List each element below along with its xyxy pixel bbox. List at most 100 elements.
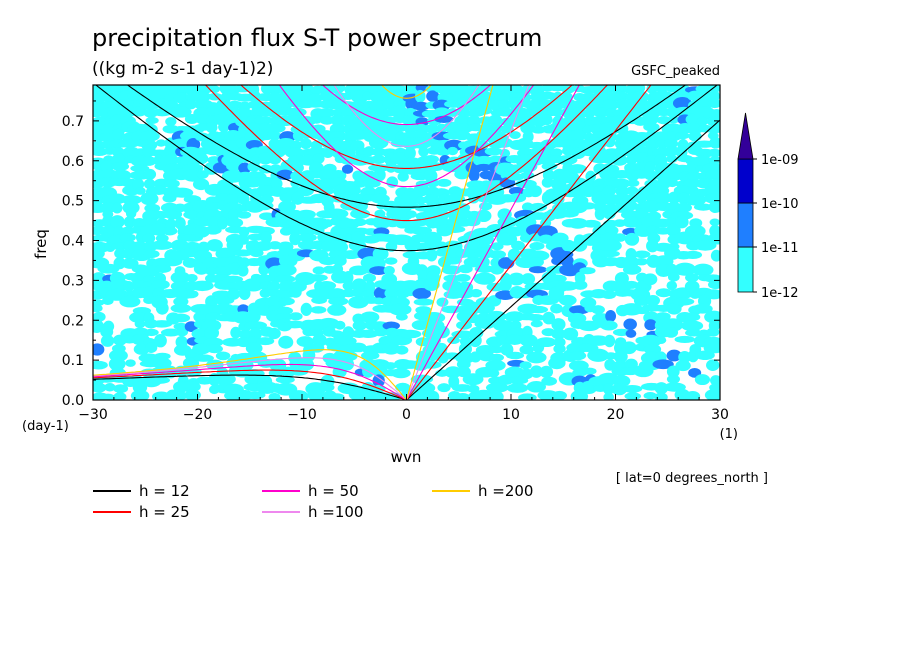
heatmap-cell [505, 351, 525, 360]
heatmap-cell [474, 319, 497, 329]
heatmap-cell [236, 336, 252, 348]
heatmap-cell [442, 280, 463, 292]
heatmap-cell [623, 318, 637, 331]
heatmap-cell [267, 327, 281, 340]
heatmap-cell [528, 305, 549, 314]
heatmap-cell [457, 153, 472, 165]
heatmap-cell [683, 122, 705, 134]
heatmap-cell [361, 351, 380, 360]
dispersion-curve [406, 85, 652, 400]
heatmap-cell [118, 139, 140, 148]
heatmap-cell [447, 146, 459, 156]
heatmap-cell [639, 334, 662, 348]
heatmap-cell [667, 116, 680, 124]
dispersion-curve [406, 85, 580, 400]
heatmap-cell [630, 146, 653, 156]
heatmap-cell [548, 356, 566, 370]
heatmap-cell [633, 250, 651, 259]
heatmap-cell [529, 242, 545, 251]
heatmap-cell [687, 349, 699, 363]
heatmap-cell [110, 215, 125, 229]
y-tick-label: 0.3 [62, 273, 84, 289]
heatmap-cell [383, 265, 395, 276]
dispersion-curve [126, 85, 687, 208]
y-tick-label: 0.2 [62, 313, 84, 329]
heatmap-cell [641, 113, 659, 125]
heatmap-cell [372, 247, 389, 261]
heatmap-cell [278, 297, 295, 306]
colorbar-segment [737, 158, 754, 204]
heatmap-cell [667, 191, 681, 205]
dispersion-curve [93, 357, 407, 400]
heatmap-cell [504, 366, 525, 379]
heatmap-cell [562, 327, 579, 341]
heatmap-cell [521, 273, 536, 285]
heatmap-cell [332, 255, 347, 267]
heatmap-cell [666, 302, 682, 315]
heatmap-cell [350, 208, 371, 219]
heatmap-cell [437, 383, 451, 393]
heatmap-cell [614, 271, 629, 286]
heatmap-cell [97, 263, 120, 274]
heatmap-cell [674, 262, 696, 276]
heatmap-cell [493, 320, 515, 332]
heatmap-cell [509, 131, 521, 140]
heatmap-cell [470, 288, 483, 298]
heatmap-cell [622, 264, 642, 275]
heatmap-cell [209, 85, 221, 93]
heatmap-cell [413, 298, 434, 306]
heatmap-cell [621, 341, 637, 355]
heatmap-cell [318, 256, 338, 266]
heatmap-cell [693, 203, 713, 211]
heatmap-cell [579, 267, 596, 275]
heatmap-cell [190, 280, 214, 292]
heatmap-cell [591, 305, 605, 315]
heatmap-cell [528, 266, 547, 274]
heatmap-cell [652, 359, 674, 370]
heatmap-cell [369, 266, 388, 275]
x-axis-unit: (1) [720, 427, 738, 442]
heatmap-cell [391, 368, 411, 379]
x-tick-label: 10 [502, 407, 520, 423]
heatmap-cell [604, 138, 616, 148]
heatmap-cell [706, 327, 720, 337]
heatmap-cell [488, 249, 507, 259]
heatmap-cell [598, 239, 622, 252]
heatmap-cell [625, 329, 637, 338]
y-axis-unit: (day-1) [22, 419, 69, 434]
heatmap-cell [709, 375, 720, 386]
heatmap-cell [412, 389, 431, 400]
y-tick-label: 0.4 [62, 234, 84, 250]
heatmap-cell [223, 275, 244, 284]
heatmap-cell [434, 115, 454, 123]
heatmap-cell [692, 303, 713, 314]
heatmap-cell [455, 273, 471, 282]
heatmap-cell [170, 313, 191, 323]
heatmap-cell [411, 320, 430, 331]
heatmap-cell [442, 257, 462, 265]
heatmap-cell [546, 108, 566, 117]
heatmap-cell [558, 294, 577, 306]
heatmap-cell [312, 153, 325, 164]
heatmap-cell [426, 90, 440, 102]
heatmap-cell [685, 312, 701, 322]
heatmap-cell [267, 91, 283, 104]
heatmap-cell [586, 335, 610, 346]
dispersion-curve [405, 85, 530, 400]
heatmap-cell [468, 333, 482, 348]
colorbar-label: 1e-11 [761, 241, 799, 256]
heatmap-cell [113, 392, 127, 400]
heatmap-cell [244, 321, 268, 330]
heatmap-cell [675, 202, 692, 213]
dispersion-curve [93, 369, 407, 400]
heatmap-cell [384, 257, 398, 265]
heatmap-cell [409, 226, 433, 235]
heatmap-cell [218, 121, 230, 133]
heatmap-cell [488, 114, 503, 126]
heatmap-cell [484, 147, 503, 156]
heatmap-cell [685, 390, 701, 400]
heatmap-cell [568, 360, 589, 371]
heatmap-cell [666, 365, 680, 378]
dispersion-curve [93, 363, 407, 400]
heatmap-cell [183, 210, 202, 220]
